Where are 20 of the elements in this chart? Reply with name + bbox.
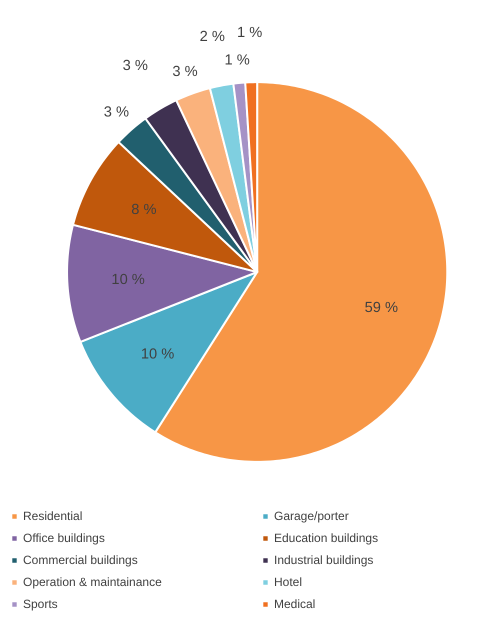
data-label: 3 %: [172, 64, 198, 80]
data-label: 59 %: [364, 300, 398, 316]
legend-label: Sports: [23, 597, 59, 611]
data-label: 10 %: [111, 272, 145, 288]
legend-label: Garage/porter: [274, 509, 350, 523]
legend-label: Education buildings: [274, 531, 380, 545]
legend-label: Commercial buildings: [23, 553, 139, 567]
data-label: 1 %: [237, 24, 262, 41]
data-label: 8 %: [131, 202, 157, 218]
legend-label: Operation & maintainance: [23, 575, 163, 589]
legend-label: Medical: [274, 597, 316, 611]
legend-label: Office buildings: [23, 531, 106, 545]
data-label: 3 %: [122, 58, 148, 74]
data-label: 2 %: [200, 29, 225, 46]
data-label: 10 %: [140, 346, 174, 362]
legend-label: Hotel: [274, 575, 304, 589]
data-label: 3 %: [104, 104, 129, 121]
legend-label: Industrial buildings: [274, 553, 374, 567]
legend-label: Residential: [23, 509, 84, 523]
data-label: 1 %: [224, 52, 250, 68]
